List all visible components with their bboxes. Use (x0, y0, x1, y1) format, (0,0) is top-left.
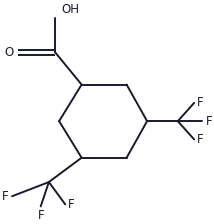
Text: F: F (197, 96, 204, 109)
Text: F: F (68, 198, 75, 211)
Text: F: F (197, 133, 204, 146)
Text: O: O (5, 46, 14, 59)
Text: F: F (205, 115, 212, 128)
Text: F: F (2, 190, 9, 203)
Text: OH: OH (61, 3, 79, 16)
Text: F: F (37, 209, 44, 222)
